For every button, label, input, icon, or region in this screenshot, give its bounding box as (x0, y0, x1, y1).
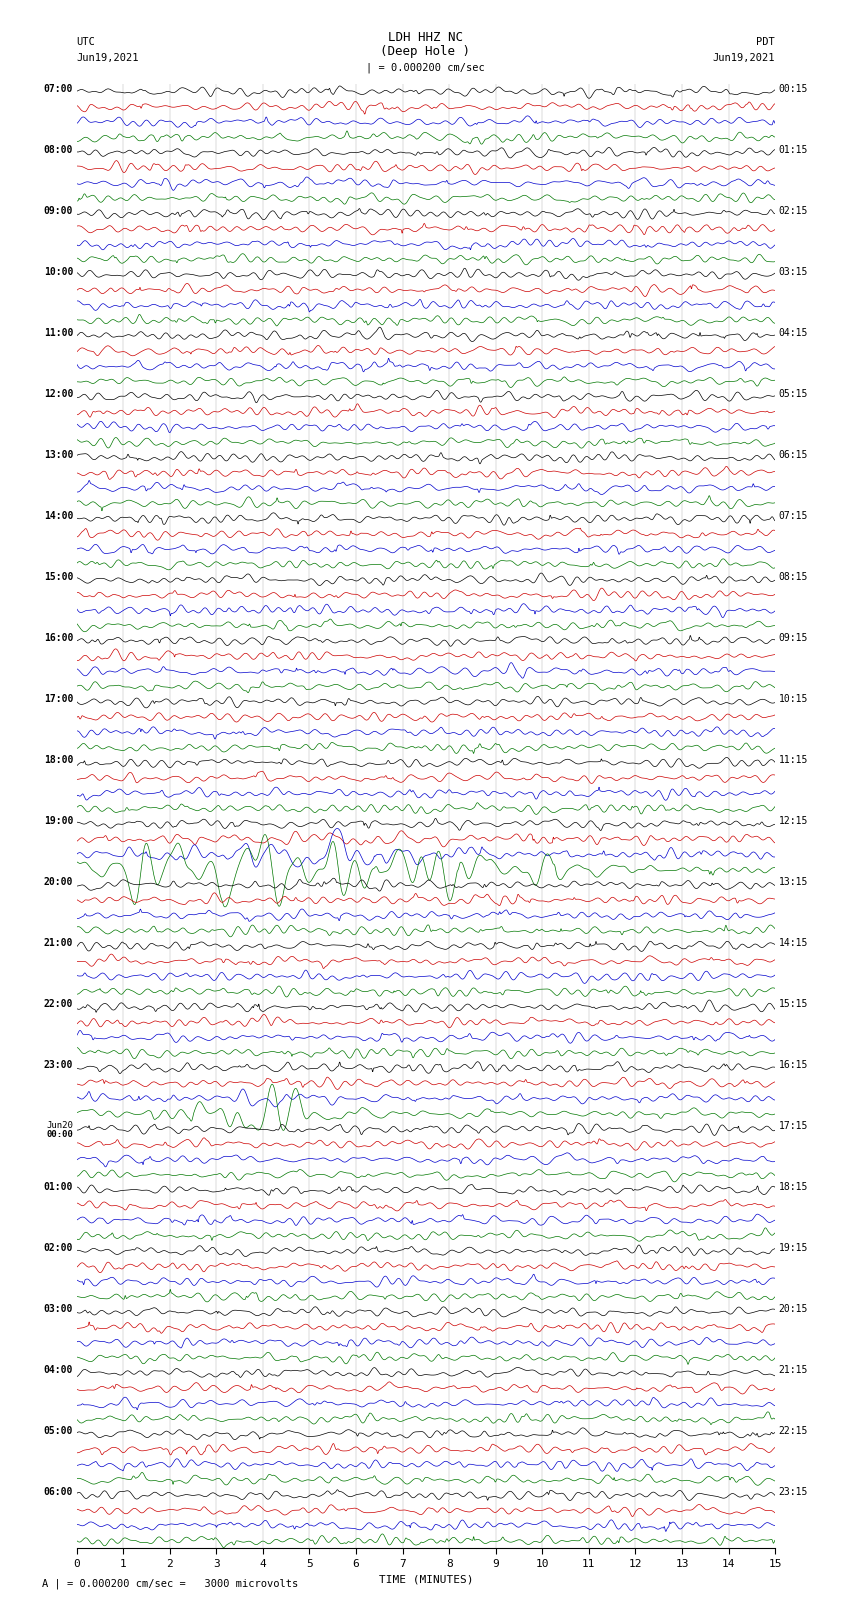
Text: 13:15: 13:15 (779, 877, 808, 887)
Text: 23:00: 23:00 (43, 1060, 73, 1071)
Text: 07:15: 07:15 (779, 511, 808, 521)
Text: 06:00: 06:00 (43, 1487, 73, 1497)
Text: 22:00: 22:00 (43, 1000, 73, 1010)
Text: 03:15: 03:15 (779, 266, 808, 277)
Text: Jun20: Jun20 (46, 1121, 73, 1131)
Text: 06:15: 06:15 (779, 450, 808, 460)
Text: 10:00: 10:00 (43, 266, 73, 277)
Text: 04:00: 04:00 (43, 1365, 73, 1376)
Text: 17:15: 17:15 (779, 1121, 808, 1131)
Text: 19:15: 19:15 (779, 1244, 808, 1253)
Text: 18:15: 18:15 (779, 1182, 808, 1192)
Text: PDT: PDT (756, 37, 775, 47)
Text: 22:15: 22:15 (779, 1426, 808, 1437)
Text: 10:15: 10:15 (779, 694, 808, 705)
Text: 01:15: 01:15 (779, 145, 808, 155)
Text: LDH HHZ NC: LDH HHZ NC (388, 31, 462, 44)
Text: 20:15: 20:15 (779, 1305, 808, 1315)
Text: 12:00: 12:00 (43, 389, 73, 398)
X-axis label: TIME (MINUTES): TIME (MINUTES) (378, 1574, 473, 1584)
Text: 15:15: 15:15 (779, 1000, 808, 1010)
Text: 07:00: 07:00 (43, 84, 73, 94)
Text: 20:00: 20:00 (43, 877, 73, 887)
Text: 08:00: 08:00 (43, 145, 73, 155)
Text: 21:00: 21:00 (43, 939, 73, 948)
Text: A | = 0.000200 cm/sec =   3000 microvolts: A | = 0.000200 cm/sec = 3000 microvolts (42, 1578, 298, 1589)
Text: 13:00: 13:00 (43, 450, 73, 460)
Text: 19:00: 19:00 (43, 816, 73, 826)
Text: Jun19,2021: Jun19,2021 (712, 53, 775, 63)
Text: 14:00: 14:00 (43, 511, 73, 521)
Text: 16:00: 16:00 (43, 632, 73, 644)
Text: 02:15: 02:15 (779, 206, 808, 216)
Text: 00:15: 00:15 (779, 84, 808, 94)
Text: 09:00: 09:00 (43, 206, 73, 216)
Text: 18:00: 18:00 (43, 755, 73, 765)
Text: 00:00: 00:00 (46, 1131, 73, 1139)
Text: 12:15: 12:15 (779, 816, 808, 826)
Text: 05:15: 05:15 (779, 389, 808, 398)
Text: | = 0.000200 cm/sec: | = 0.000200 cm/sec (366, 63, 484, 74)
Text: 04:15: 04:15 (779, 327, 808, 339)
Text: 11:15: 11:15 (779, 755, 808, 765)
Text: 05:00: 05:00 (43, 1426, 73, 1437)
Text: 11:00: 11:00 (43, 327, 73, 339)
Text: 03:00: 03:00 (43, 1305, 73, 1315)
Text: 16:15: 16:15 (779, 1060, 808, 1071)
Text: (Deep Hole ): (Deep Hole ) (380, 45, 470, 58)
Text: Jun19,2021: Jun19,2021 (76, 53, 139, 63)
Text: 17:00: 17:00 (43, 694, 73, 705)
Text: 14:15: 14:15 (779, 939, 808, 948)
Text: 23:15: 23:15 (779, 1487, 808, 1497)
Text: 08:15: 08:15 (779, 573, 808, 582)
Text: 09:15: 09:15 (779, 632, 808, 644)
Text: 15:00: 15:00 (43, 573, 73, 582)
Text: 02:00: 02:00 (43, 1244, 73, 1253)
Text: 01:00: 01:00 (43, 1182, 73, 1192)
Text: UTC: UTC (76, 37, 95, 47)
Text: 21:15: 21:15 (779, 1365, 808, 1376)
